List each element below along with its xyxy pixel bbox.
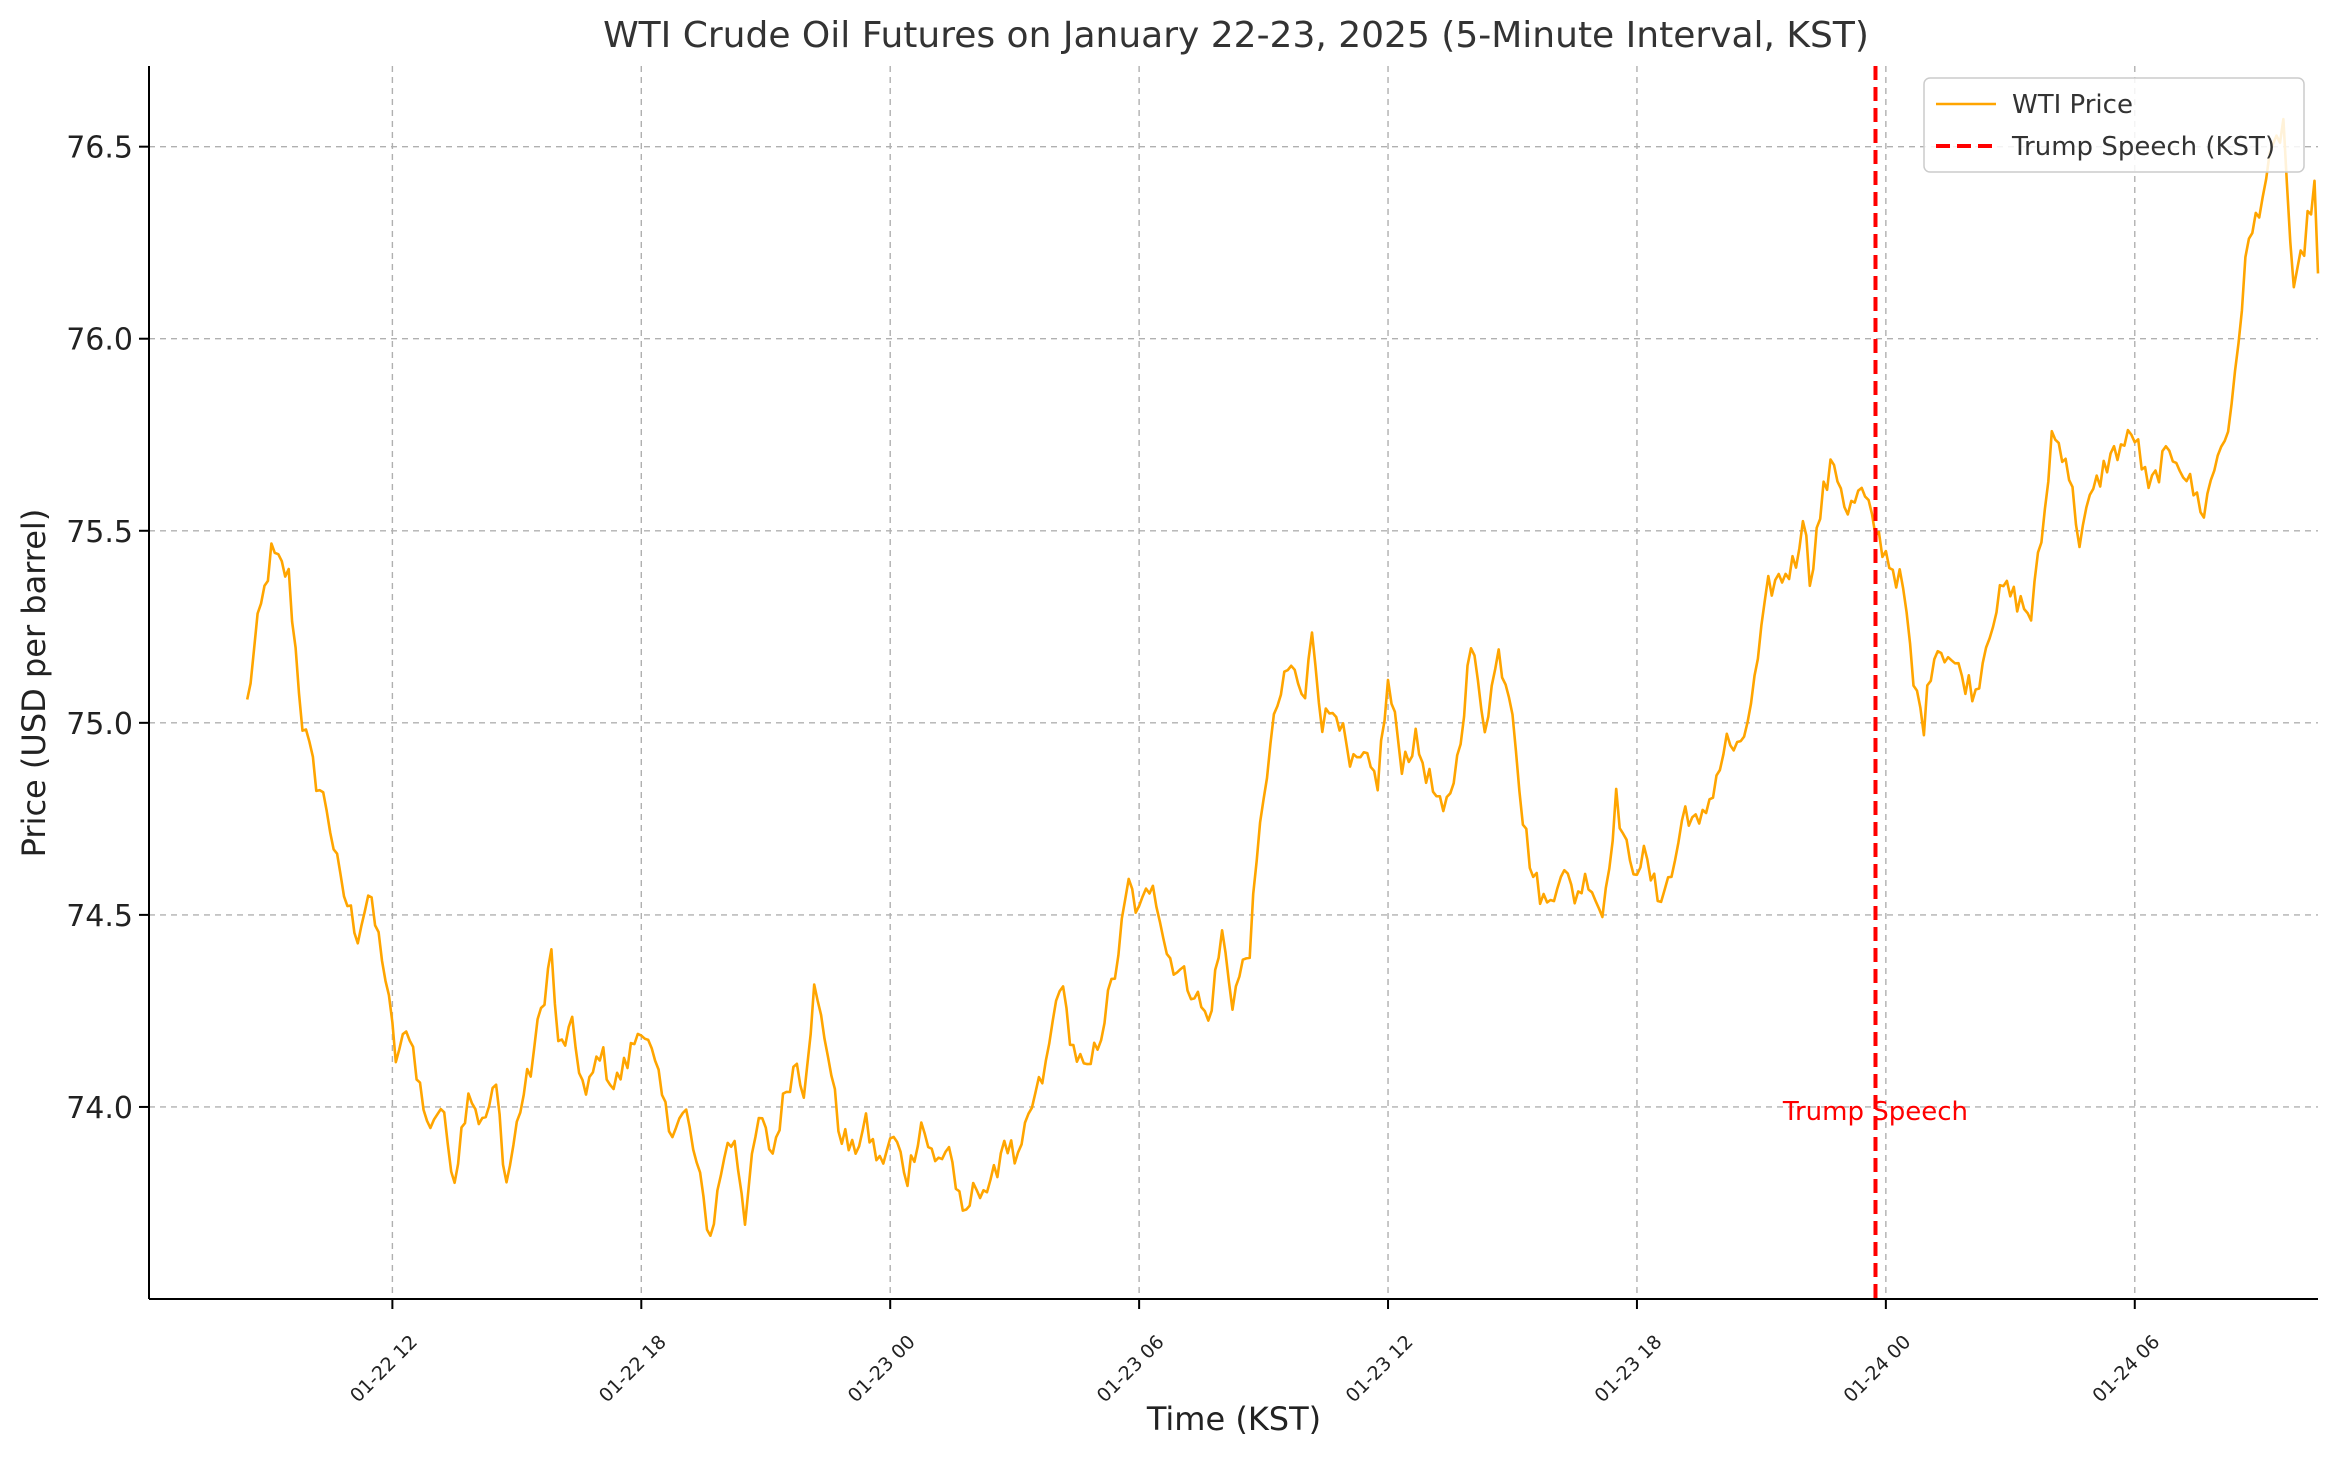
legend-box (1923, 77, 2305, 173)
legend-label-trump-speech: Trump Speech (KST) (2011, 132, 2275, 162)
x-tick-label: 01-23 18 (1591, 1331, 1667, 1407)
ticks: 74.0 74.5 75.0 75.5 76.0 76.5 01-22 12 01-22 18… (66, 131, 2164, 1407)
series-line-wti-price (245, 117, 2320, 1237)
annotation-trump-speech: Trump Speech (1782, 1097, 1968, 1127)
legend-label-wti-price: WTI Price (2012, 90, 2133, 120)
y-tick-label: 75.0 (66, 707, 133, 742)
legend: WTI Price Trump Speech (KST) (1923, 77, 2305, 173)
x-tick-label: 01-22 12 (346, 1331, 422, 1407)
x-tick-label: 01-23 06 (1093, 1331, 1169, 1407)
x-tick-label: 01-24 00 (1839, 1331, 1915, 1407)
x-tick-label: 01-23 12 (1342, 1331, 1418, 1407)
y-tick-label: 74.5 (66, 899, 133, 934)
x-tick-label: 01-22 18 (595, 1331, 671, 1407)
y-tick-label: 75.5 (66, 515, 133, 550)
grid (149, 66, 2318, 1299)
axes (148, 66, 2318, 1300)
y-tick-label: 74.0 (66, 1091, 133, 1126)
y-tick-label: 76.0 (66, 323, 133, 358)
x-axis-label: Time (KST) (1146, 1400, 1321, 1438)
chart-title: WTI Crude Oil Futures on January 22-23, … (603, 15, 1869, 56)
x-tick-label: 01-24 06 (2088, 1331, 2164, 1407)
y-tick-label: 76.5 (66, 131, 133, 166)
y-axis-label: Price (USD per barrel) (15, 509, 53, 858)
plot-area: Trump Speech (245, 66, 2320, 1299)
x-tick-label: 01-23 00 (844, 1331, 920, 1407)
